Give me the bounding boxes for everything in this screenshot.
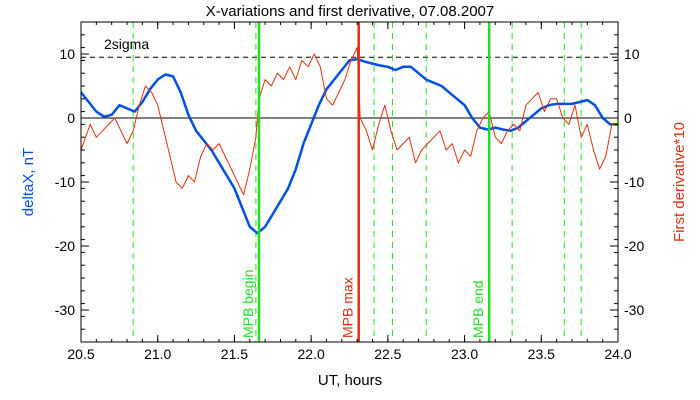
x-tick-label: 22.0 (298, 346, 325, 362)
axes-layer: 20.5 21.0 21.5 22.0 22.5 23.0 23.5 24.0 10 10 0 0 -1… (55, 21, 644, 362)
y-tick-label-right: -30 (624, 302, 644, 318)
markers-layer: MPB begin MPB max MPB end (240, 22, 491, 342)
series-layer (81, 47, 618, 235)
marker-label: MPB begin (240, 270, 256, 338)
y-tick-label-left: -10 (55, 174, 75, 190)
x-tick-label: 21.5 (221, 346, 248, 362)
x-tick-label: 23.5 (528, 346, 555, 362)
x-tick-label: 20.5 (67, 346, 94, 362)
y-tick-label-right: 0 (624, 110, 632, 126)
y-axis-label-left: deltaX, nT (20, 148, 37, 216)
y-tick-label-right: -20 (624, 238, 644, 254)
x-tick-label: 21.0 (144, 346, 171, 362)
y-tick-label-left: -30 (55, 302, 75, 318)
y-tick-label-left: -20 (55, 238, 75, 254)
x-tick-label: 22.5 (374, 346, 401, 362)
y-tick-label-right: 10 (624, 46, 640, 62)
x-axis-label: UT, hours (318, 372, 382, 389)
x-tick-label: 24.0 (604, 346, 631, 362)
y-tick-label-left: 0 (67, 110, 75, 126)
threshold-label: 2sigma (104, 36, 149, 52)
y-axis-label-right: First derivative*10 (671, 122, 688, 242)
y-tick-label-left: 10 (59, 46, 75, 62)
marker-label: MPB end (470, 280, 486, 338)
y-tick-label-right: -10 (624, 174, 644, 190)
marker-label: MPB max (340, 277, 356, 338)
x-tick-label: 23.0 (451, 346, 478, 362)
chart-title: X-variations and first derivative, 07.08… (206, 3, 495, 20)
derivative-series-line (81, 47, 618, 196)
deltax-series-line (81, 57, 618, 235)
